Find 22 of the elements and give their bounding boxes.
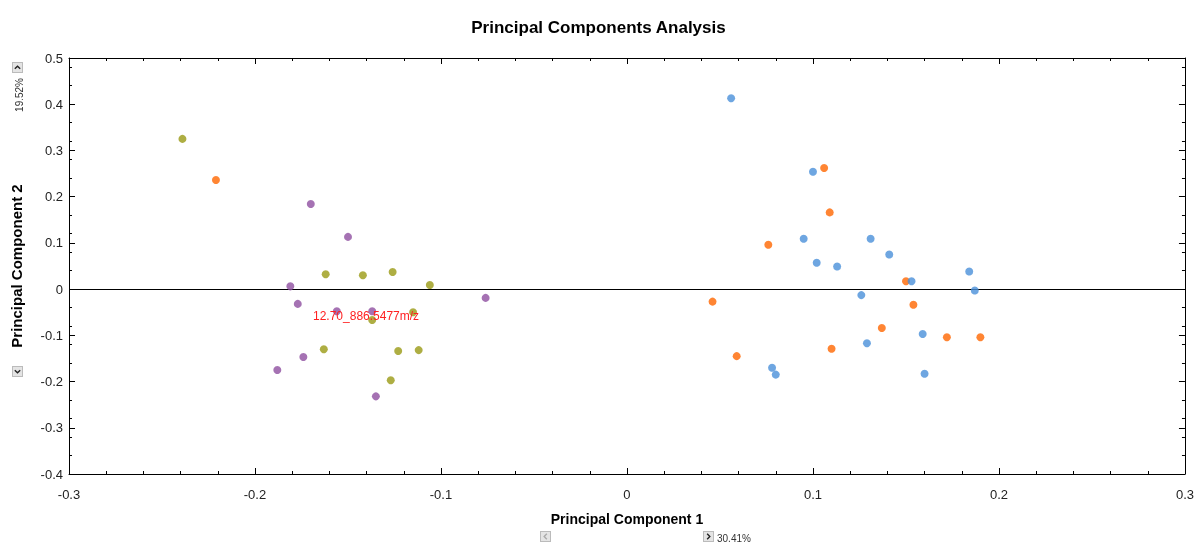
y-tick-label: -0.3: [40, 420, 63, 436]
x-tick-label: -0.2: [243, 487, 267, 502]
y-tick-label: -0.1: [40, 327, 63, 343]
x-tick-label: 0: [623, 487, 631, 502]
y-tick-label: 0.1: [44, 235, 63, 251]
x-tick-label: 0.3: [1175, 487, 1194, 502]
y-tick-label: 0.4: [44, 96, 63, 112]
x-tick-label: 0.1: [803, 487, 823, 502]
chart-title: Principal Components Analysis: [471, 18, 726, 37]
x-axis-title: Principal Component 1: [550, 511, 704, 527]
y-tick-label: -0.2: [40, 374, 63, 390]
y-tick-label: 0: [55, 281, 63, 297]
x-tick-label: 0.2: [989, 487, 1009, 502]
x-tick-label: -0.1: [429, 487, 453, 502]
x-tick-label: -0.3: [57, 487, 81, 502]
y-tick-label: 0.3: [44, 142, 63, 158]
text: 30.41%: [717, 532, 752, 544]
y-tick-label: -0.4: [40, 466, 63, 482]
y-tick-label: 0.2: [44, 189, 63, 205]
text: 19.52%: [13, 77, 25, 112]
y-tick-label: 0.5: [44, 50, 63, 66]
y-axis-title: Principal Component 2: [8, 184, 25, 348]
